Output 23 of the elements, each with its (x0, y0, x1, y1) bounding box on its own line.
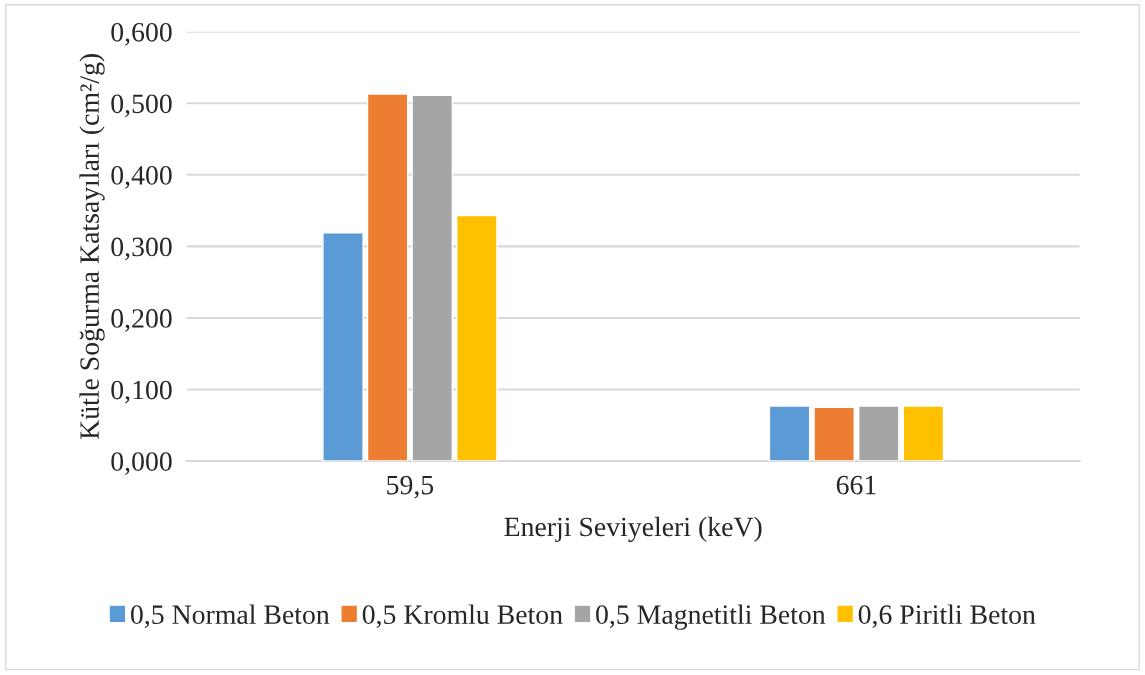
y-tick-label: 0,300 (111, 237, 172, 261)
y-tick-label: 0,200 (111, 309, 172, 332)
legend-label: 0,5 Kromlu Beton (362, 604, 563, 629)
y-tick-label: 0,400 (111, 165, 172, 189)
bar (366, 93, 409, 462)
x-tick-label: 661 (836, 475, 876, 495)
bar (857, 405, 900, 462)
y-tick-label: 0,600 (111, 22, 172, 46)
legend-label: 0,5 Normal Beton (130, 604, 330, 629)
y-tick-label: 0,500 (111, 94, 172, 118)
x-tick-label: 59,5 (387, 475, 434, 499)
legend-label: 0,6 Piritli Beton (858, 604, 1036, 629)
bar (813, 406, 855, 462)
bar (411, 94, 454, 462)
x-axis-title: Enerji Seviyeleri (keV) (504, 516, 762, 543)
y-axis-title: Kütle Soğurma Katsayıları (cm²/g) (79, 54, 105, 440)
bar (768, 405, 811, 462)
bar (902, 405, 945, 462)
bar (456, 214, 498, 462)
bar (322, 232, 364, 462)
y-tick-label: 0,100 (111, 380, 172, 404)
legend-label: 0,5 Magnetitli Beton (596, 604, 826, 630)
y-tick-label: 0,000 (111, 452, 172, 475)
